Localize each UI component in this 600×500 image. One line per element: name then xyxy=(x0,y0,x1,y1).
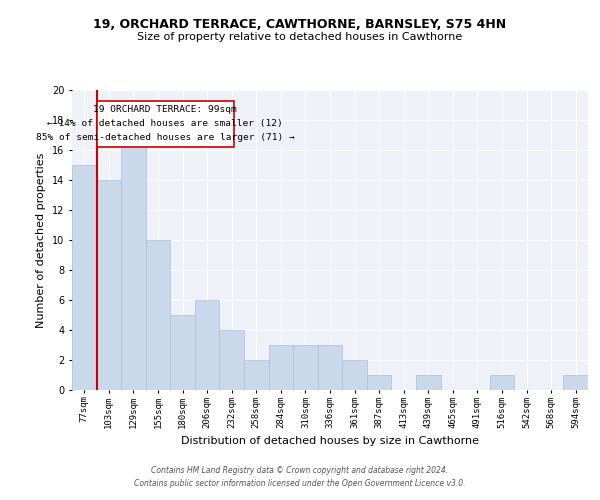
Text: Size of property relative to detached houses in Cawthorne: Size of property relative to detached ho… xyxy=(137,32,463,42)
Bar xyxy=(490,375,514,390)
Bar xyxy=(244,360,269,390)
Bar xyxy=(170,315,195,390)
Bar xyxy=(195,300,220,390)
Text: Contains HM Land Registry data © Crown copyright and database right 2024.
Contai: Contains HM Land Registry data © Crown c… xyxy=(134,466,466,487)
Bar xyxy=(367,375,391,390)
Bar xyxy=(342,360,367,390)
Bar xyxy=(146,240,170,390)
Bar xyxy=(121,135,146,390)
X-axis label: Distribution of detached houses by size in Cawthorne: Distribution of detached houses by size … xyxy=(181,436,479,446)
Bar xyxy=(97,180,121,390)
FancyBboxPatch shape xyxy=(97,100,234,147)
Y-axis label: Number of detached properties: Number of detached properties xyxy=(37,152,46,328)
Bar xyxy=(563,375,588,390)
Bar xyxy=(416,375,440,390)
Bar xyxy=(318,345,342,390)
Bar xyxy=(269,345,293,390)
Bar xyxy=(220,330,244,390)
Text: 19, ORCHARD TERRACE, CAWTHORNE, BARNSLEY, S75 4HN: 19, ORCHARD TERRACE, CAWTHORNE, BARNSLEY… xyxy=(94,18,506,30)
Bar xyxy=(72,165,97,390)
Bar xyxy=(293,345,318,390)
Text: 19 ORCHARD TERRACE: 99sqm
← 14% of detached houses are smaller (12)
85% of semi-: 19 ORCHARD TERRACE: 99sqm ← 14% of detac… xyxy=(36,106,295,142)
